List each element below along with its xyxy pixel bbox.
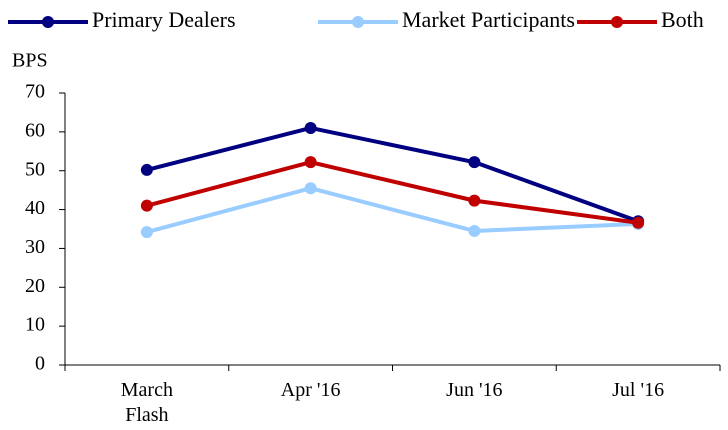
data-point (304, 156, 317, 169)
y-tick-label: 70 (25, 81, 45, 103)
y-tick-label: 50 (25, 158, 45, 180)
y-tick-label: 30 (25, 236, 45, 258)
data-point (632, 216, 645, 229)
y-tick-label: 20 (25, 275, 45, 297)
data-point (304, 121, 317, 134)
legend-label: Primary Dealers (92, 7, 236, 32)
y-axis-label: BPS (12, 50, 48, 72)
x-tick-label: Jun '16 (446, 379, 503, 401)
data-point (140, 199, 153, 212)
x-tick-label: March Flash (120, 379, 173, 426)
series-line (146, 160, 639, 225)
data-point (468, 194, 481, 207)
x-tick-label: Jul '16 (612, 379, 665, 401)
data-point (304, 182, 317, 195)
y-tick-label: 60 (25, 119, 45, 141)
legend-label: Market Participants (402, 7, 575, 32)
legend-label: Both (661, 7, 704, 32)
y-tick-label: 10 (25, 314, 45, 336)
x-tick-label: Apr '16 (280, 379, 341, 401)
legend-marker (352, 16, 364, 28)
y-tick-label: 0 (35, 353, 45, 375)
data-point (140, 163, 153, 176)
y-tick-label: 40 (25, 197, 45, 219)
legend-marker (42, 16, 54, 28)
series-line (146, 186, 639, 235)
series-line (146, 125, 639, 224)
data-point (468, 156, 481, 169)
data-point (140, 226, 153, 239)
legend-marker (611, 16, 623, 28)
data-point (468, 224, 481, 237)
